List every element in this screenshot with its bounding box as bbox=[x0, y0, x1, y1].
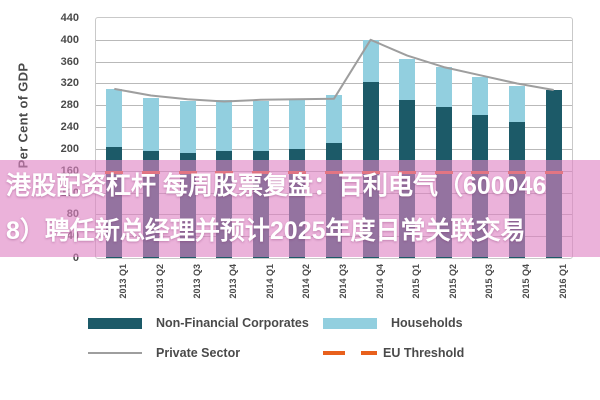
gridline-400 bbox=[96, 40, 572, 41]
legend-row-2: Private Sector EU Threshold bbox=[88, 338, 558, 368]
legend-label-households: Households bbox=[391, 316, 463, 330]
y-tick-160: 160 bbox=[60, 164, 79, 177]
gridline-360 bbox=[96, 62, 572, 63]
bar-segment-households bbox=[252, 100, 269, 152]
y-tick-200: 200 bbox=[60, 142, 79, 155]
legend-item-eu-threshold[interactable]: EU Threshold bbox=[323, 346, 558, 360]
legend-item-private-sector[interactable]: Private Sector bbox=[88, 346, 323, 360]
y-tick-0: 0 bbox=[72, 252, 79, 264]
x-tick-2016-Q1: 2016 Q1 bbox=[557, 264, 568, 299]
y-tick-80: 80 bbox=[66, 208, 79, 221]
gridline-320 bbox=[96, 83, 572, 84]
bar-segment-households bbox=[216, 99, 233, 151]
y-tick-320: 320 bbox=[60, 77, 79, 90]
bar-segment-households bbox=[399, 58, 416, 100]
y-tick-360: 360 bbox=[60, 55, 79, 68]
y-tick-280: 280 bbox=[60, 99, 79, 112]
legend-label-private-sector: Private Sector bbox=[156, 346, 241, 360]
bar-segment-households bbox=[509, 86, 526, 123]
legend-swatch-dark-teal-icon bbox=[88, 317, 142, 329]
plot-area bbox=[95, 17, 573, 259]
legend-label-eu-threshold: EU Threshold bbox=[383, 346, 465, 360]
legend-row-1: Non-Financial Corporates Households bbox=[88, 308, 558, 338]
bar-segment-households bbox=[472, 76, 489, 116]
private-sector-line bbox=[114, 38, 554, 103]
bar-segment-households bbox=[179, 101, 196, 154]
y-tick-40: 40 bbox=[66, 230, 79, 243]
bar-segment-households bbox=[289, 99, 306, 149]
legend-label-non-financial-corporates: Non-Financial Corporates bbox=[156, 316, 309, 330]
legend-item-households[interactable]: Households bbox=[323, 316, 558, 330]
bar-segment-households bbox=[435, 67, 452, 107]
legend-swatch-orange-dash-icon bbox=[323, 351, 377, 355]
y-tick-400: 400 bbox=[60, 33, 79, 46]
legend-item-non-financial-corporates[interactable]: Non-Financial Corporates bbox=[88, 316, 323, 330]
bar-segment-households bbox=[326, 94, 342, 143]
y-tick-120: 120 bbox=[60, 186, 79, 199]
y-tick-440: 440 bbox=[60, 12, 79, 24]
y-tick-240: 240 bbox=[60, 121, 79, 134]
private-sector-line-path bbox=[114, 38, 554, 103]
bar-segment-households bbox=[142, 97, 159, 152]
legend-swatch-light-blue-icon bbox=[323, 317, 377, 329]
legend-swatch-gray-line-icon bbox=[88, 352, 142, 354]
bar-segment-households bbox=[362, 39, 379, 83]
chart-legend: Non-Financial Corporates Households Priv… bbox=[88, 308, 558, 368]
bar-segment-households bbox=[106, 88, 123, 147]
